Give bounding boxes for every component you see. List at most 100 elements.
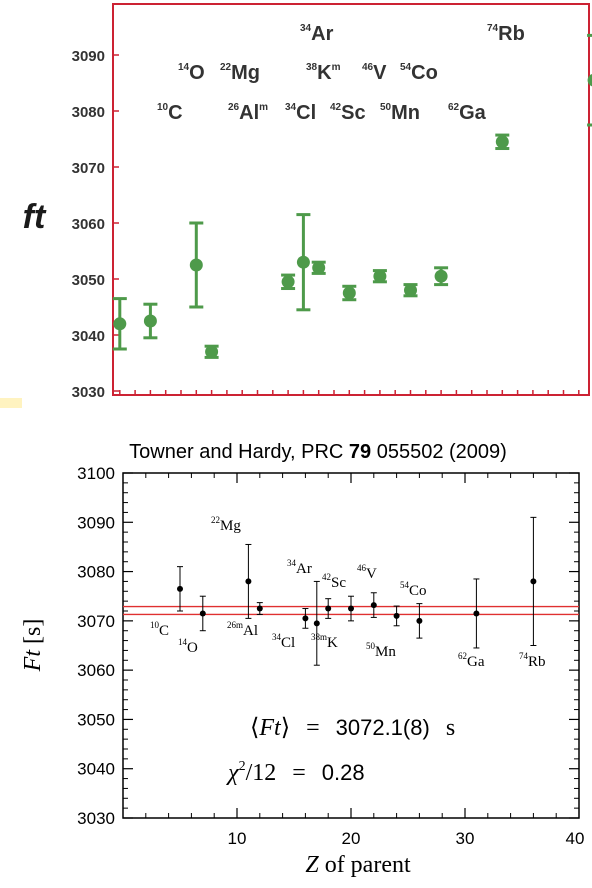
top-data-point — [112, 297, 127, 351]
bottom-marker — [473, 610, 480, 617]
top-marker — [404, 283, 417, 297]
top-label-rb74: 74Rb — [487, 23, 525, 45]
bottom-marker — [302, 615, 309, 622]
top-y-tick-label: 3040 — [72, 328, 105, 345]
bottom-y-tick-label: 3060 — [77, 661, 115, 680]
top-label-mg22: 22Mg — [220, 62, 260, 84]
bottom-marker — [530, 578, 537, 585]
bottom-data-point — [199, 595, 206, 632]
bottom-label-o14: 14O — [178, 637, 198, 656]
top-marker — [312, 261, 326, 275]
bottom-marker — [370, 602, 377, 609]
top-data-point — [342, 284, 357, 302]
top-label-v46: 46V — [362, 62, 387, 84]
bottom-marker — [256, 605, 263, 612]
top-data-point — [204, 344, 219, 359]
top-data-point — [311, 260, 326, 275]
bottom-data-point — [416, 603, 423, 639]
top-y-label: ft — [23, 198, 47, 236]
top-marker — [296, 255, 310, 269]
top-marker — [205, 345, 219, 359]
top-marker — [342, 286, 356, 300]
top-label-sc42: 42Sc — [330, 102, 366, 124]
top-y-tick-label: 3030 — [72, 384, 105, 401]
bottom-marker — [393, 612, 400, 619]
top-label-cl34: 34Cl — [285, 102, 316, 124]
top-y-tick-label: 3090 — [72, 48, 105, 65]
bottom-marker — [313, 620, 320, 627]
bottom-data-point — [325, 598, 332, 619]
bottom-data-point — [370, 592, 377, 618]
bottom-y-tick-label: 3090 — [77, 513, 115, 532]
bottom-marker — [199, 610, 206, 617]
top-frame — [112, 3, 590, 396]
bottom-data-point — [302, 608, 309, 629]
bottom-nuclide-labels: 22Mg 34Ar 42Sc 46V 54Co 10C 14O 26mAl 34… — [150, 515, 546, 670]
top-label-ga62: 62Ga — [448, 102, 487, 124]
bottom-label-rb74: 74Rb — [519, 651, 546, 670]
bottom-label-al26m: 26mAl — [227, 620, 258, 639]
top-data-point — [281, 273, 296, 291]
bottom-y-tick-label: 3080 — [77, 563, 115, 582]
bottom-y-tick-label: 3100 — [77, 464, 115, 483]
bottom-label-k38m: 38mK — [311, 632, 338, 651]
top-marker — [434, 269, 448, 283]
bottom-label-mg22: 22Mg — [211, 515, 241, 534]
top-marker — [189, 258, 203, 272]
top-x-ticks — [119, 390, 580, 395]
bottom-data-point — [313, 580, 320, 666]
top-label-k38m: 38Km — [306, 62, 341, 84]
bottom-y-tick-label: 3030 — [77, 809, 115, 828]
top-data-point — [587, 33, 592, 127]
bottom-chart: Towner and Hardy, PRC 79 055502 (2009) 3… — [20, 441, 584, 878]
top-data-point — [189, 221, 204, 309]
top-label-o14: 14O — [178, 62, 205, 84]
bottom-marker — [245, 578, 252, 585]
top-y-tick-label: 3050 — [72, 272, 105, 289]
top-label-ar34: 34Ar — [300, 23, 334, 45]
bottom-marker — [325, 605, 332, 612]
top-marker — [373, 269, 387, 283]
chi2-annotation: χ2/12 = 0.28 — [226, 759, 365, 786]
top-marker — [143, 314, 157, 328]
highlight-smudge — [0, 398, 22, 408]
bottom-x-tick-label: 20 — [342, 829, 361, 848]
bottom-marker — [348, 605, 354, 612]
top-marker — [495, 135, 509, 149]
top-label-mn50: 50Mn — [380, 102, 420, 124]
top-marker — [587, 74, 592, 87]
top-y-tick-label: 3070 — [72, 160, 105, 177]
bottom-data-point — [393, 605, 400, 627]
bottom-label-mn50: 50Mn — [366, 641, 396, 660]
bottom-label-co54: 54Co — [400, 580, 427, 599]
bottom-data-point — [530, 516, 537, 646]
top-data-point — [403, 283, 418, 298]
top-label-al26m: 26Alm — [228, 102, 268, 124]
mean-annotation: ⟨Ft⟩ = 3072.1(8) s — [250, 715, 455, 741]
bottom-y-tick-label: 3070 — [77, 612, 115, 631]
bottom-label-ar34: 34Ar — [287, 558, 312, 577]
bottom-y-label: Ft [s] — [20, 619, 46, 673]
bottom-data-point — [177, 566, 183, 612]
bottom-label-ga62: 62Ga — [458, 651, 485, 670]
bottom-data-points — [177, 516, 537, 666]
bottom-data-point — [473, 578, 480, 649]
bottom-x-label: Z of parent — [305, 852, 411, 878]
bottom-y-tick-label: 3050 — [77, 710, 115, 729]
top-y-tick-label: 3060 — [72, 216, 105, 233]
bottom-label-sc42: 42Sc — [322, 572, 346, 591]
top-nuclide-labels: 34Ar 74Rb 14O 22Mg 38Km 46V 54Co 10C 26A… — [157, 23, 525, 124]
bottom-data-point — [348, 595, 354, 622]
bottom-label-v46: 46V — [357, 563, 377, 582]
top-data-point — [296, 213, 311, 312]
bottom-x-tick-label: 40 — [566, 829, 585, 848]
bottom-label-c10: 10C — [150, 620, 169, 639]
top-marker — [113, 317, 127, 331]
top-y-tick-label: 3080 — [72, 104, 105, 121]
top-y-axis: 3030 3040 3050 3060 3070 3080 3090 — [72, 48, 119, 401]
top-data-point — [372, 269, 387, 284]
top-label-co54: 54Co — [400, 62, 438, 84]
top-chart: 3030 3040 3050 3060 3070 3080 3090 ft 34Ar 74R… — [0, 3, 592, 408]
top-data-point — [143, 302, 158, 340]
